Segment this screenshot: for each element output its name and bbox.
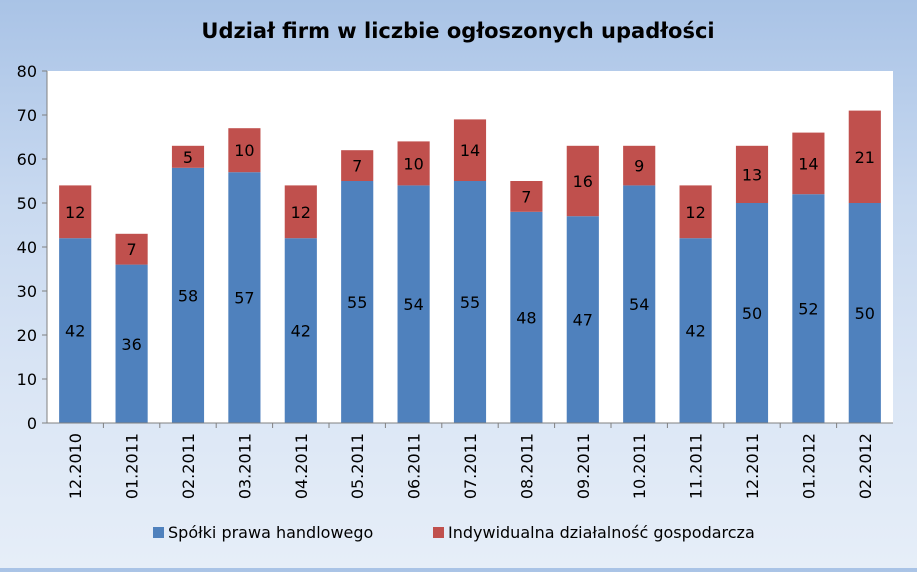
data-label: 47 <box>573 311 593 330</box>
x-tick-label: 04.2011 <box>292 433 311 499</box>
data-label: 7 <box>127 240 137 259</box>
bar-segment <box>228 128 261 173</box>
bar-segment <box>623 145 656 186</box>
y-tick-label: 20 <box>17 326 37 345</box>
data-label: 7 <box>521 187 531 206</box>
bar-segment <box>566 216 599 423</box>
x-tick-label: 06.2011 <box>405 433 424 499</box>
x-tick-label: 02.2011 <box>179 433 198 499</box>
y-tick-label: 30 <box>17 282 37 301</box>
bar-segment <box>623 185 656 423</box>
data-label: 12 <box>685 203 705 222</box>
data-label: 42 <box>685 322 705 341</box>
x-tick-label: 11.2011 <box>687 433 706 499</box>
x-tick-label: 05.2011 <box>348 433 367 499</box>
data-label: 7 <box>352 157 362 176</box>
data-label: 54 <box>403 295 423 314</box>
x-axis: 12.2010 01.2011 02.2011 03.2011 04.2011 05.20… <box>47 422 893 499</box>
x-tick-label: 07.2011 <box>461 433 480 499</box>
bar-segment <box>453 181 487 423</box>
data-label: 55 <box>347 293 367 312</box>
bar-segment <box>510 211 543 423</box>
bar-segment <box>59 185 92 239</box>
data-label: 13 <box>742 165 762 184</box>
data-label: 14 <box>798 154 818 173</box>
data-label: 36 <box>121 335 141 354</box>
data-label: 48 <box>516 308 536 327</box>
y-tick-label: 70 <box>17 106 37 125</box>
bar-segment <box>228 172 261 423</box>
bar-segment <box>679 238 712 423</box>
y-tick-label: 40 <box>17 238 37 257</box>
chart-title: Udział firm w liczbie ogłoszonych upadło… <box>201 19 714 43</box>
data-label: 50 <box>742 304 762 323</box>
y-tick-label: 0 <box>27 414 37 433</box>
x-tick-label: 12.2011 <box>743 433 762 499</box>
x-tick-label: 08.2011 <box>517 433 536 499</box>
x-tick-label: 01.2012 <box>799 433 818 499</box>
data-label: 14 <box>460 141 480 160</box>
data-label: 42 <box>65 322 85 341</box>
data-label: 54 <box>629 295 649 314</box>
data-label: 12 <box>65 203 85 222</box>
data-label: 57 <box>234 289 254 308</box>
bars: 4212367585571042125575410551448747165494… <box>59 110 881 423</box>
x-tick-label: 01.2011 <box>123 433 142 499</box>
data-label: 12 <box>291 203 311 222</box>
bar-segment <box>679 185 712 239</box>
bar-segment <box>341 150 374 181</box>
data-label: 9 <box>634 157 644 176</box>
bar-segment <box>284 238 317 423</box>
bar-segment <box>792 194 825 423</box>
y-tick-label: 50 <box>17 194 37 213</box>
bar-segment <box>341 181 374 423</box>
x-tick-label: 09.2011 <box>574 433 593 499</box>
bar-segment <box>510 181 543 212</box>
bar-segment <box>284 185 317 239</box>
legend-swatch <box>433 527 444 538</box>
data-label: 52 <box>798 300 818 319</box>
bar-segment <box>453 119 487 181</box>
bar-segment <box>848 203 881 423</box>
bar-segment <box>397 141 430 186</box>
bar-segment <box>171 145 205 168</box>
data-label: 10 <box>234 141 254 160</box>
bar-segment <box>566 145 599 217</box>
data-label: 21 <box>855 148 875 167</box>
data-label: 50 <box>855 304 875 323</box>
legend-swatch <box>153 527 164 538</box>
bar-segment <box>59 238 92 423</box>
bar-segment <box>115 233 148 265</box>
legend-label: Indywidualna działalność gospodarcza <box>448 523 755 542</box>
x-tick-label: 12.2010 <box>66 433 85 499</box>
data-label: 5 <box>183 148 193 167</box>
data-label: 10 <box>403 154 423 173</box>
x-tick-label: 02.2012 <box>856 433 875 499</box>
bar-segment <box>397 185 430 423</box>
y-axis: 0 10 20 30 40 50 60 70 80 <box>17 62 48 433</box>
bar-segment <box>848 110 881 203</box>
bar-segment <box>735 145 769 203</box>
legend-label: Spółki prawa handlowego <box>168 523 373 542</box>
bar-segment <box>115 264 148 423</box>
x-tick-label: 03.2011 <box>235 433 254 499</box>
y-tick-label: 60 <box>17 150 37 169</box>
data-label: 55 <box>460 293 480 312</box>
data-label: 16 <box>573 172 593 191</box>
data-label: 58 <box>178 286 198 305</box>
data-label: 42 <box>291 322 311 341</box>
bar-segment <box>792 132 825 195</box>
y-tick-label: 80 <box>17 62 37 81</box>
bar-segment <box>735 203 769 423</box>
legend: Spółki prawa handlowego Indywidualna dzia… <box>153 523 755 542</box>
bar-segment <box>171 167 205 423</box>
y-tick-label: 10 <box>17 370 37 389</box>
x-tick-label: 10.2011 <box>630 433 649 499</box>
